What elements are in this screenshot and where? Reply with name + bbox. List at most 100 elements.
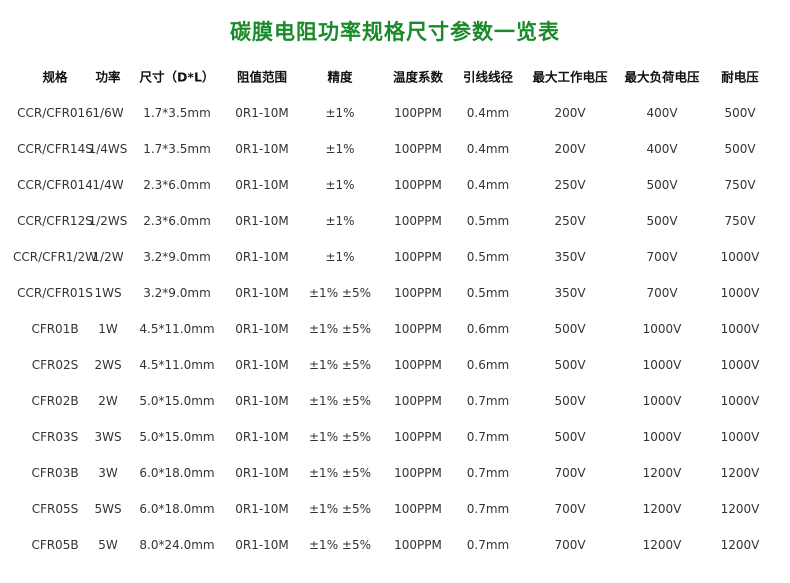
table-cell: 100PPM [394, 538, 442, 552]
table-cell: 700V [646, 286, 678, 300]
table-cell: CCR/CFR01S [17, 286, 93, 300]
table-cell: CCR/CFR016 [17, 106, 93, 120]
table-cell: 0R1-10M [235, 106, 289, 120]
table-cell: 1200V [720, 538, 760, 552]
table-cell: CCR/CFR014 [17, 178, 93, 192]
table-cell: ±1% ±5% [309, 538, 371, 552]
table-cell: 350V [554, 250, 586, 264]
table-cell: 6.0*18.0mm [139, 502, 215, 516]
table-cell: CFR02S [31, 358, 79, 372]
table-cell: 100PPM [394, 358, 442, 372]
table-cell: 0R1-10M [235, 322, 289, 336]
table-cell: 0R1-10M [235, 430, 289, 444]
table-cell: 100PPM [394, 322, 442, 336]
table-cell: 0.4mm [466, 178, 510, 192]
table-cell: 500V [646, 214, 678, 228]
table-cell: 1.7*3.5mm [143, 142, 211, 156]
table-cell: ±1% ±5% [309, 322, 371, 336]
table-cell: 3.2*9.0mm [143, 286, 211, 300]
table-cell: 1000V [720, 286, 760, 300]
table-cell: 1000V [642, 322, 682, 336]
table-cell: ±1% ±5% [309, 466, 371, 480]
table-cell: 0.7mm [466, 430, 510, 444]
table-cell: 3W [98, 466, 118, 480]
table-cell: 0R1-10M [235, 250, 289, 264]
table-cell: 0R1-10M [235, 466, 289, 480]
table-cell: 700V [554, 538, 586, 552]
column-header: 规格 [42, 69, 68, 85]
table-cell: CFR01B [31, 322, 79, 336]
column-header: 最大工作电压 [532, 69, 608, 85]
table-cell: 1200V [642, 538, 682, 552]
table-cell: CCR/CFR12S [17, 214, 93, 228]
table-cell: 0.5mm [466, 250, 510, 264]
table-cell: 100PPM [394, 466, 442, 480]
table-cell: 1200V [720, 466, 760, 480]
table-cell: 3.2*9.0mm [143, 250, 211, 264]
table-cell: 500V [554, 394, 586, 408]
table-cell: 100PPM [394, 394, 442, 408]
table-cell: 100PPM [394, 430, 442, 444]
table-cell: 400V [646, 142, 678, 156]
table-cell: 1/2W [92, 250, 124, 264]
table-cell: CCR/CFR1/2W [13, 250, 97, 264]
table-cell: 100PPM [394, 250, 442, 264]
table-cell: 8.0*24.0mm [139, 538, 215, 552]
table-cell: 1000V [642, 358, 682, 372]
table-cell: CFR05B [31, 538, 79, 552]
table-cell: 2W [98, 394, 118, 408]
table-cell: 700V [554, 502, 586, 516]
table-cell: ±1% ±5% [309, 286, 371, 300]
table-cell: ±1% [325, 178, 355, 192]
table-cell: 500V [724, 142, 756, 156]
table-cell: 1.7*3.5mm [143, 106, 211, 120]
table-cell: CFR03S [31, 430, 79, 444]
table-cell: 0.7mm [466, 466, 510, 480]
table-cell: 0.7mm [466, 394, 510, 408]
table-cell: 750V [724, 178, 756, 192]
table-cell: 1WS [94, 286, 122, 300]
table-cell: ±1% ±5% [309, 358, 371, 372]
table-cell: 500V [554, 430, 586, 444]
table-cell: 1000V [720, 322, 760, 336]
table-cell: 0R1-10M [235, 178, 289, 192]
table-cell: 100PPM [394, 286, 442, 300]
table-cell: 250V [554, 214, 586, 228]
table-cell: CFR05S [31, 502, 79, 516]
table-cell: 1000V [720, 358, 760, 372]
table-cell: 1/2WS [88, 214, 128, 228]
table-cell: 100PPM [394, 502, 442, 516]
table-cell: 0R1-10M [235, 358, 289, 372]
table-cell: 500V [554, 322, 586, 336]
table-cell: 500V [724, 106, 756, 120]
table-cell: 500V [554, 358, 586, 372]
table-cell: ±1% [325, 214, 355, 228]
table-cell: 1000V [720, 250, 760, 264]
table-cell: 700V [646, 250, 678, 264]
table-cell: 6.0*18.0mm [139, 466, 215, 480]
table-cell: 0.7mm [466, 538, 510, 552]
table-cell: 100PPM [394, 142, 442, 156]
table-cell: CFR02B [31, 394, 79, 408]
table-cell: 1200V [642, 502, 682, 516]
table-cell: 750V [724, 214, 756, 228]
table-cell: 4.5*11.0mm [139, 358, 215, 372]
table-cell: 100PPM [394, 214, 442, 228]
column-header: 功率 [95, 69, 121, 85]
table-cell: 1200V [642, 466, 682, 480]
table-cell: 100PPM [394, 178, 442, 192]
table-cell: 0R1-10M [235, 286, 289, 300]
table-cell: 200V [554, 106, 586, 120]
table-cell: ±1% ±5% [309, 394, 371, 408]
table-cell: 400V [646, 106, 678, 120]
table-cell: 700V [554, 466, 586, 480]
table-cell: ±1% ±5% [309, 502, 371, 516]
table-cell: 0.6mm [466, 358, 510, 372]
table-cell: ±1% [325, 106, 355, 120]
column-header: 阻值范围 [236, 69, 288, 85]
column-header: 尺寸（D*L） [139, 69, 215, 85]
table-cell: 1000V [642, 430, 682, 444]
table-cell: 4.5*11.0mm [139, 322, 215, 336]
column-header: 耐电压 [721, 69, 759, 85]
